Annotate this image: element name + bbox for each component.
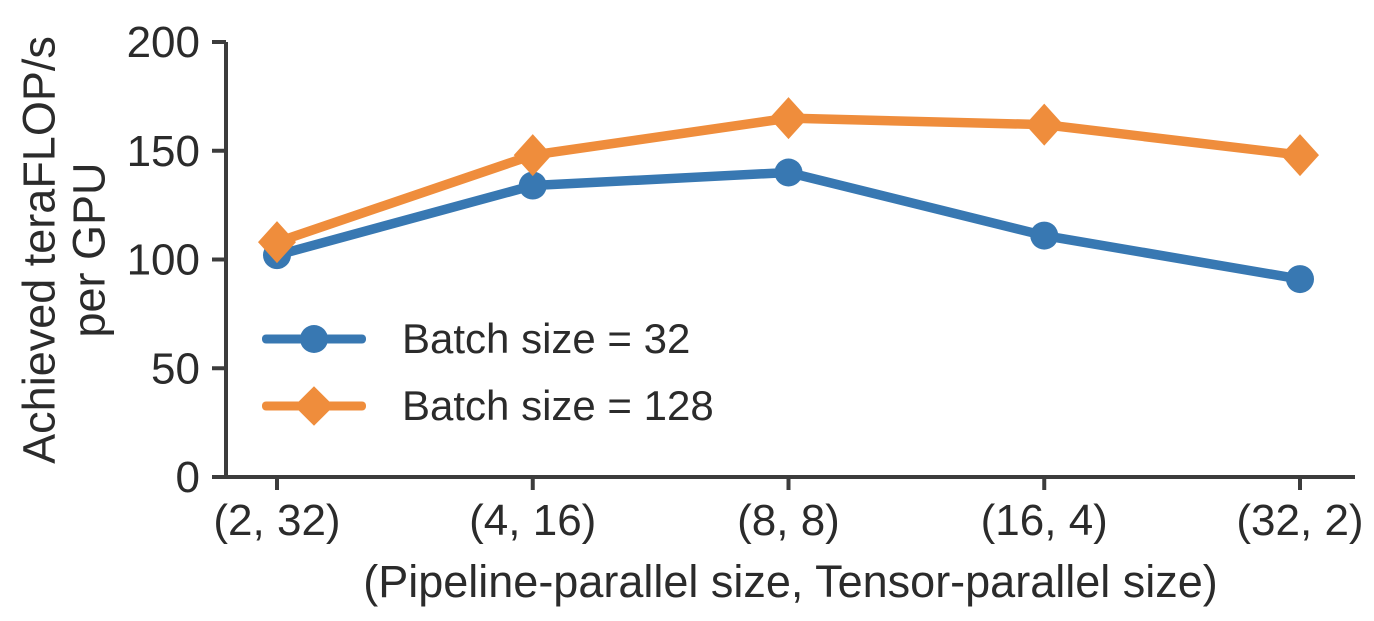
legend: Batch size = 32 Batch size = 128 bbox=[262, 318, 714, 427]
y-tick-label: 0 bbox=[176, 453, 200, 502]
data-point-diamond bbox=[258, 221, 296, 264]
x-tick-label: (2, 32) bbox=[213, 496, 340, 545]
legend-swatch-circle-icon bbox=[262, 318, 366, 360]
x-tick-label: (16, 4) bbox=[981, 496, 1108, 545]
data-point-diamond bbox=[769, 97, 808, 140]
legend-item-batch-32: Batch size = 32 bbox=[262, 318, 714, 360]
y-tick-label: 100 bbox=[127, 236, 200, 285]
y-tick-label: 150 bbox=[127, 127, 200, 176]
data-point-circle bbox=[1286, 265, 1314, 294]
x-axis-title: (Pipeline-parallel size, Tensor-parallel… bbox=[363, 556, 1218, 607]
data-point-circle bbox=[518, 171, 547, 200]
legend-label-batch-128: Batch size = 128 bbox=[402, 382, 714, 429]
y-axis-title-line: Achieved teraFLOP/s bbox=[14, 36, 65, 464]
data-point-diamond bbox=[1025, 103, 1064, 146]
data-point-diamond bbox=[1281, 134, 1319, 177]
legend-item-batch-128: Batch size = 128 bbox=[262, 385, 714, 427]
data-point-circle bbox=[774, 158, 803, 187]
y-axis-title-line: per GPU bbox=[64, 162, 115, 337]
y-tick-label: 50 bbox=[151, 344, 200, 393]
x-tick-label: (4, 16) bbox=[469, 496, 596, 545]
data-point-circle bbox=[1030, 221, 1059, 250]
legend-swatch-diamond-icon bbox=[262, 385, 366, 427]
legend-label-batch-32: Batch size = 32 bbox=[402, 315, 691, 362]
x-tick-label: (32, 2) bbox=[1236, 496, 1363, 545]
x-tick-label: (8, 8) bbox=[737, 496, 840, 545]
data-point-diamond bbox=[513, 134, 552, 177]
y-tick-label: 200 bbox=[127, 18, 200, 67]
